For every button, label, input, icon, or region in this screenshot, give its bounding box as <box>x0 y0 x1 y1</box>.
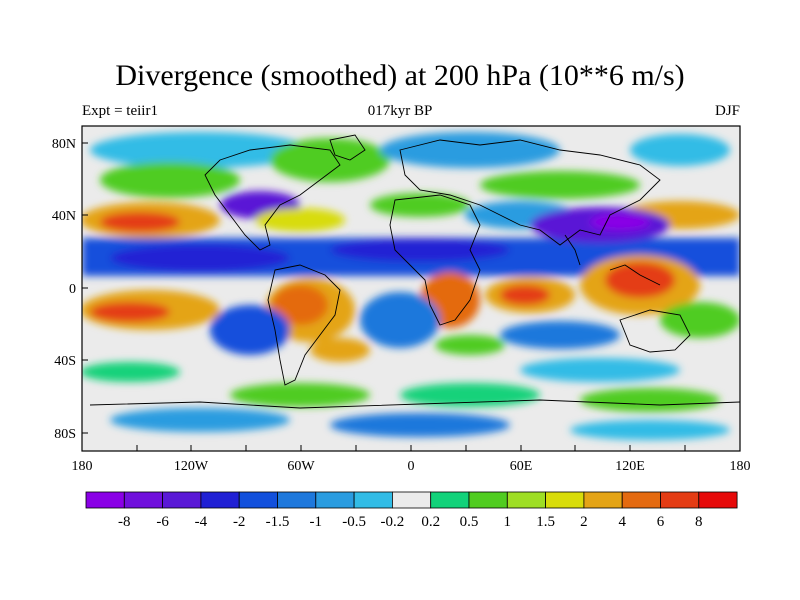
colorbar-label: -1.5 <box>266 514 290 530</box>
colorbar-box <box>430 491 470 509</box>
x-tick-label: 180 <box>730 459 751 474</box>
x-tick-label: 60W <box>287 459 315 474</box>
colorbar-label: 4 <box>618 514 626 530</box>
colorbar-label: -1 <box>310 514 323 530</box>
time-label: 017kyr BP <box>367 103 433 119</box>
colorbar-label: -6 <box>156 514 169 530</box>
y-tick-label: 40N <box>52 209 76 224</box>
coastlines <box>89 134 740 409</box>
colorbar-labels: -8 -6 -4 -2 -1.5 -1 -0.5 -0.2 0.2 0.5 1 1.5 2 4 6 8 <box>118 514 703 530</box>
colorbar-label: 8 <box>695 514 703 530</box>
colorbar <box>85 491 738 509</box>
colorbar-label: 6 <box>657 514 665 530</box>
colorbar-box <box>583 491 623 509</box>
y-tick-labels: 80N 40N 0 40S 80S <box>52 137 76 442</box>
x-tick-labels: 180 120W 60W 0 60E 120E 180 <box>72 459 751 474</box>
colorbar-box <box>506 491 546 509</box>
colorbar-label: -2 <box>233 514 246 530</box>
colorbar-box <box>85 491 125 509</box>
field-blobs <box>82 132 740 440</box>
x-tick-label: 120W <box>174 459 209 474</box>
colorbar-box <box>545 491 585 509</box>
y-tick-label: 80S <box>54 427 76 442</box>
colorbar-box <box>468 491 508 509</box>
frame-ticks <box>82 142 686 451</box>
colorbar-box <box>621 491 661 509</box>
colorbar-box <box>353 491 393 509</box>
colorbar-label: 1 <box>504 514 512 530</box>
x-tick-label: 60E <box>510 459 533 474</box>
map-title: Divergence (smoothed) at 200 hPa (10**6 … <box>115 59 685 92</box>
y-tick-label: 0 <box>69 282 76 297</box>
season-label: DJF <box>714 103 740 119</box>
experiment-label: Expt = teiir1 <box>82 103 158 119</box>
colorbar-label: 2 <box>580 514 588 530</box>
colorbar-label: -0.2 <box>381 514 405 530</box>
x-tick-label: 180 <box>72 459 93 474</box>
colorbar-box <box>277 491 317 509</box>
divergence-field <box>82 126 740 451</box>
y-tick-label: 40S <box>54 354 76 369</box>
colorbar-label: 1.5 <box>536 514 555 530</box>
colorbar-label: 0.2 <box>421 514 440 530</box>
colorbar-label: 0.5 <box>460 514 479 530</box>
colorbar-label: -8 <box>118 514 131 530</box>
x-tick-label: 0 <box>408 459 415 474</box>
colorbar-box <box>391 491 432 509</box>
colorbar-box <box>660 491 700 509</box>
colorbar-box <box>315 491 355 509</box>
y-tick-label: 80N <box>52 137 76 152</box>
colorbar-label: -4 <box>195 514 208 530</box>
colorbar-label: -0.5 <box>342 514 366 530</box>
colorbar-box <box>162 491 202 509</box>
colorbar-box <box>123 491 164 509</box>
colorbar-box <box>200 491 240 509</box>
colorbar-box <box>698 491 738 509</box>
colorbar-box <box>238 491 278 509</box>
x-tick-label: 120E <box>615 459 645 474</box>
